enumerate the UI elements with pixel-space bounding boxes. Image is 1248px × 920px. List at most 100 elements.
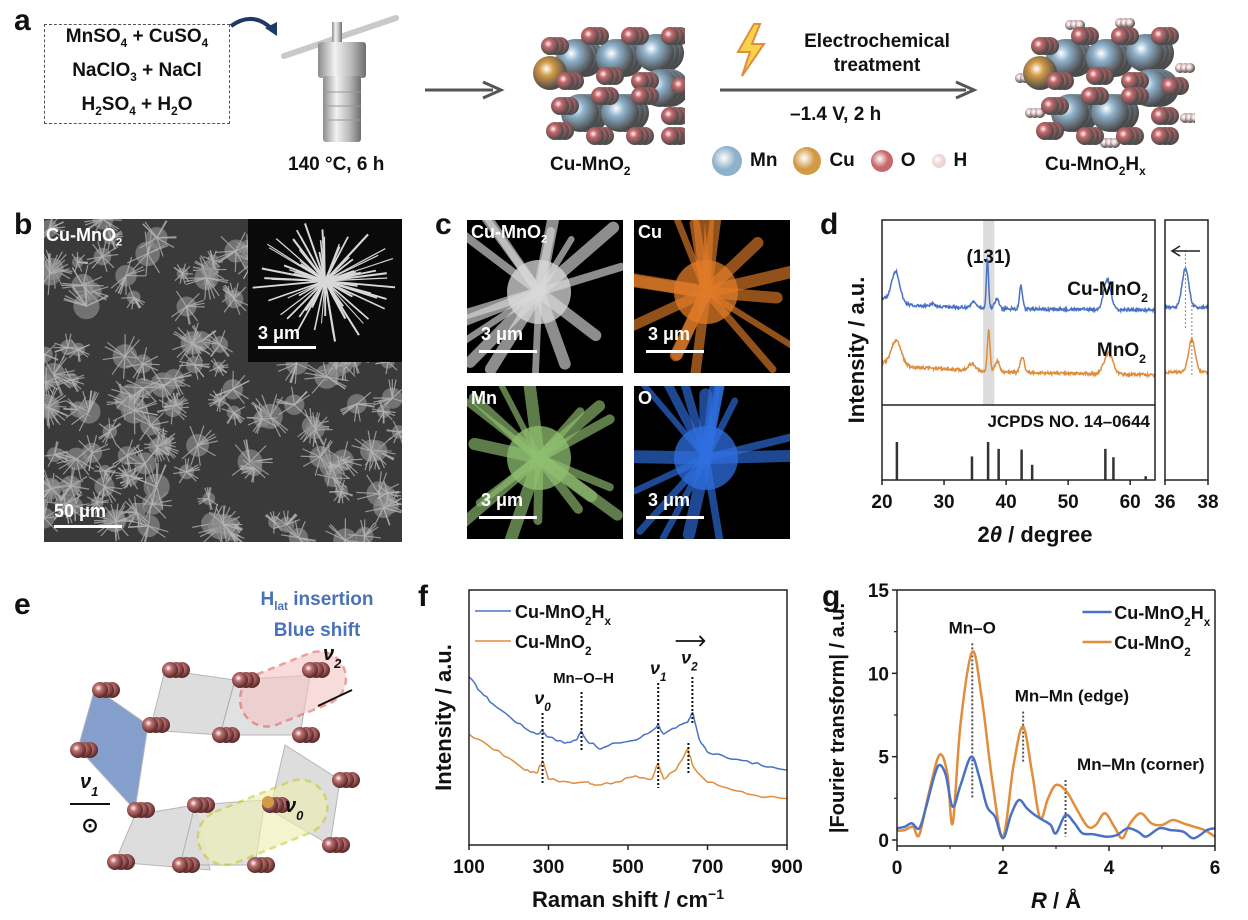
urchin-cluster: [94, 464, 116, 482]
urchin-cluster: [339, 391, 375, 422]
electrochemical-arrow-icon: [720, 80, 978, 100]
legend-label: Cu-MnO2Hx: [515, 602, 612, 628]
nanorod: [324, 246, 341, 282]
right-arrow-icon: [698, 635, 706, 647]
cu-mno2hx-structure: [1015, 18, 1195, 148]
urchin-cluster: [304, 354, 349, 394]
urchin-cluster: [125, 377, 162, 407]
particle-spike: [467, 452, 545, 527]
urchin-cluster: [204, 330, 233, 358]
oxygen-atom: [92, 682, 108, 698]
oxygen-atom: [631, 87, 649, 105]
urchin-cluster: [197, 487, 219, 511]
x-tick-label: 700: [692, 857, 724, 878]
oxygen-atom: [581, 27, 599, 45]
oxygen-atom: [1151, 27, 1169, 45]
oxygen-atom: [596, 67, 614, 85]
eds-scale-bar: [479, 516, 537, 519]
particle-spike: [640, 386, 710, 462]
nanorod: [298, 280, 326, 318]
particle-spike: [533, 286, 571, 370]
urchin-cluster: [110, 256, 146, 296]
series-label-mno2: MnO2: [1097, 340, 1146, 366]
nanorod: [286, 280, 326, 320]
urchin-cluster: [221, 402, 246, 426]
left-arrow-icon: [1170, 245, 1181, 257]
urchin-cluster: [115, 464, 140, 488]
urchin-cluster: [139, 220, 177, 257]
nanorod: [324, 248, 386, 282]
series-label-cu-mno2: Cu-MnO2: [1067, 279, 1148, 305]
reference-label: JCPDS NO. 14–0644: [987, 412, 1150, 431]
nanorod: [292, 238, 326, 282]
particle-spike: [659, 454, 710, 539]
oxygen-atom: [626, 127, 644, 145]
oxygen-atom: [212, 727, 228, 743]
inset-x-tick-label: 36: [1154, 492, 1175, 513]
oxygen-atom: [127, 802, 143, 818]
oxygen-atom: [70, 742, 86, 758]
exafs-series-cu-mno2: [896, 650, 1216, 840]
atom-cu-icon: [793, 147, 822, 175]
urchin-cluster: [127, 505, 169, 542]
x-tick-label: 2: [998, 858, 1009, 879]
urchin-cluster: [44, 498, 64, 532]
oxygen-atom: [661, 27, 679, 45]
eds-scale-bar: [646, 516, 704, 519]
oxygen-atom: [1071, 27, 1089, 45]
nanorod: [319, 240, 326, 282]
oxygen-atom: [1041, 97, 1059, 115]
oxygen-atom: [142, 717, 158, 733]
particle-spike: [702, 454, 724, 539]
sem-inset: 3 μm: [248, 219, 402, 362]
raman-series-cu-mno2: [468, 733, 788, 800]
urchin-cluster: [173, 263, 193, 284]
oxygen-atom: [1076, 127, 1094, 145]
urchin-cluster: [203, 250, 223, 271]
step2-condition-bottom: –1.4 V, 2 h: [790, 104, 882, 125]
mode-label-nu0: ν0: [285, 795, 304, 823]
nanorod: [294, 271, 326, 282]
particle-spike: [533, 286, 602, 342]
inset-scale-text: 3 μm: [258, 323, 301, 343]
urchin-cluster: [155, 362, 192, 397]
urchin-cluster: [52, 467, 90, 504]
particle-spike: [692, 220, 712, 298]
legend-label: Cu-MnO2Hx: [1114, 603, 1211, 629]
eds-signal: [467, 220, 623, 373]
oxygen-atom: [322, 837, 338, 853]
atom-legend-label: Mn: [750, 150, 778, 171]
oxygen-atom: [172, 857, 188, 873]
oxygen-atom: [332, 772, 348, 788]
urchin-cluster: [173, 458, 201, 484]
urchin-cluster: [246, 403, 278, 434]
panel-label-c: c: [435, 208, 452, 241]
oxygen-atom: [1031, 37, 1049, 55]
particle-spike: [700, 286, 783, 304]
urchin-cluster: [102, 334, 148, 379]
copper-atom: [262, 796, 274, 808]
nanorod: [324, 272, 387, 283]
eds-map-mn: Mn 3 μm: [467, 386, 623, 539]
annotation-mn-mn-corner: Mn–Mn (corner): [1077, 755, 1205, 774]
nanorod: [324, 270, 355, 282]
nanorod: [280, 280, 326, 316]
manganese-atom: [636, 34, 674, 72]
peak-label-131: (131): [967, 247, 1011, 268]
sem-image-overview: 3 μm Cu-MnO2 50 μm: [44, 219, 402, 542]
eds-signal: [467, 386, 623, 539]
recipe-line-3: H2SO4 + H2O: [81, 93, 193, 118]
mode-label-nu2: ν2: [323, 643, 342, 671]
eds-map-title: O: [638, 388, 653, 408]
nanorod: [268, 280, 326, 302]
particle-spike: [682, 451, 713, 539]
oxygen-atom: [292, 727, 308, 743]
eds-scale-text: 3 μm: [648, 490, 691, 510]
eds-scale-text: 3 μm: [481, 490, 524, 510]
urchin-cluster: [71, 252, 88, 273]
inset-frame: [1164, 219, 1209, 481]
plot-frame: [881, 219, 1156, 481]
annotation-mn-mn-edge: Mn–Mn (edge): [1015, 687, 1129, 706]
urchin-cluster: [163, 392, 189, 414]
urchin-cluster: [386, 420, 402, 444]
